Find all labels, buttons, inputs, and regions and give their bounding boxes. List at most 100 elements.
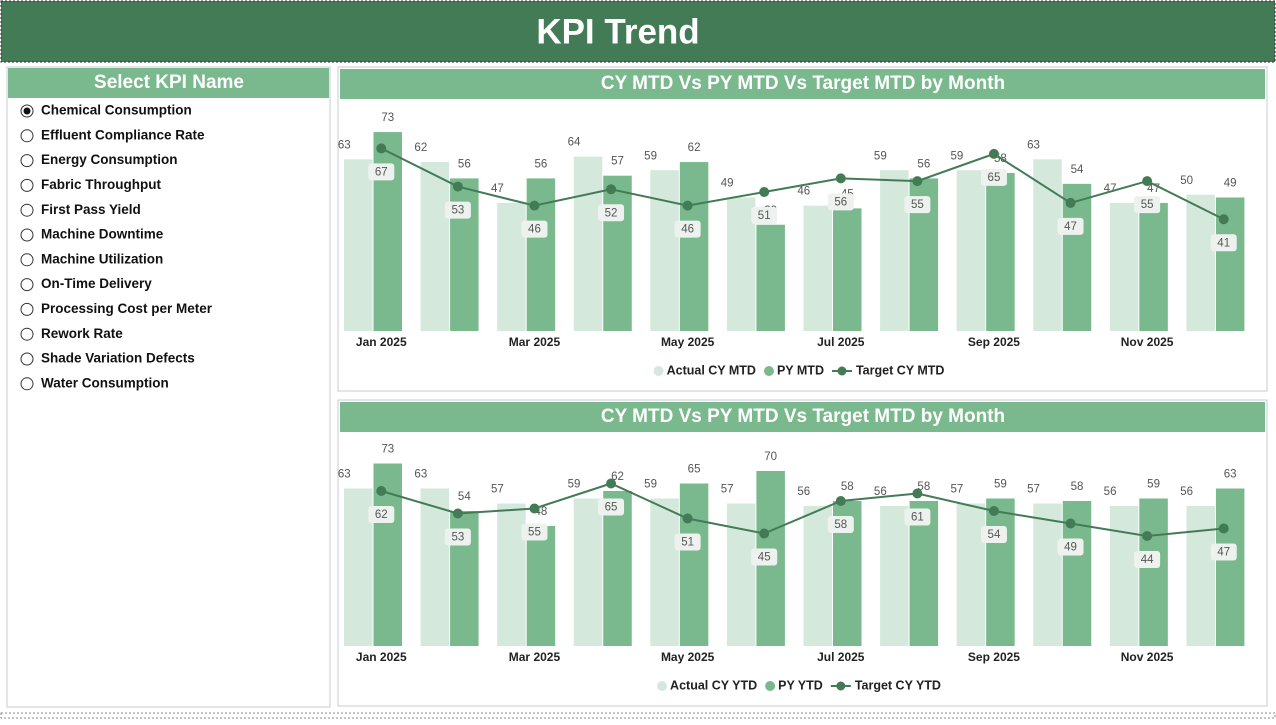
target-value-label: 47 (1217, 547, 1230, 559)
target-value-label: 41 (1217, 237, 1230, 249)
legend-item[interactable]: PY MTD (763, 363, 824, 377)
slicer-options: Chemical Consumption Effluent Compliance … (20, 103, 213, 391)
bar-value-label: 59 (874, 150, 887, 162)
target-value-label: 44 (1141, 554, 1154, 566)
slicer-option-label[interactable]: Machine Utilization (41, 251, 163, 266)
target-point (912, 176, 923, 187)
radio-button[interactable] (20, 302, 34, 316)
slicer-option-label[interactable]: Effluent Compliance Rate (41, 127, 205, 142)
slicer-option-label[interactable]: Fabric Throughput (41, 177, 161, 192)
legend-item[interactable]: Target CY YTD (830, 678, 941, 692)
target-value-label: 46 (528, 224, 541, 236)
target-point (682, 200, 693, 211)
slicer-option[interactable]: Water Consumption (20, 375, 169, 391)
target-point (606, 184, 617, 195)
slicer-option[interactable]: On-Time Delivery (20, 276, 152, 292)
target-point (988, 506, 999, 516)
radio-button[interactable] (20, 203, 34, 217)
legend-marker (765, 681, 776, 691)
target-label-box (598, 204, 625, 222)
slicer-option-label[interactable]: Rework Rate (41, 326, 123, 341)
slicer-option[interactable]: Energy Consumption (20, 152, 178, 168)
radio-button[interactable] (20, 253, 34, 267)
footer-border (0, 712, 1276, 719)
charts: CY MTD Vs PY MTD Vs Target MTD by Month 6… (337, 66, 1268, 707)
target-point (759, 528, 770, 539)
legend-label[interactable]: PY MTD (777, 363, 824, 377)
target-value-label: 55 (911, 199, 924, 211)
bar-value-label: 58 (1071, 481, 1084, 493)
bar-value-label: 62 (688, 142, 701, 154)
slicer-option-label[interactable]: On-Time Delivery (41, 276, 152, 291)
target-label-box (674, 220, 701, 238)
bar (956, 503, 986, 646)
slicer-option-label[interactable]: Shade Variation Defects (41, 351, 195, 366)
legend-label[interactable]: Target CY MTD (856, 363, 944, 377)
chart-title: CY MTD Vs PY MTD Vs Target MTD by Month (601, 73, 1005, 94)
legend-label[interactable]: Target CY YTD (855, 678, 941, 692)
slicer-option-label[interactable]: First Pass Yield (41, 202, 141, 217)
slicer-option[interactable]: Chemical Consumption (20, 103, 192, 118)
legend-item[interactable]: Actual CY YTD (657, 678, 757, 692)
slicer-option-label[interactable]: Processing Cost per Meter (41, 301, 213, 316)
slicer-option-label[interactable]: Machine Downtime (41, 227, 164, 242)
radio-button[interactable] (20, 228, 34, 242)
radio-button[interactable] (20, 327, 34, 341)
bar-value-label: 57 (1027, 484, 1040, 496)
target-value-label: 55 (1141, 199, 1154, 211)
bar (1186, 194, 1215, 331)
slicer-option[interactable]: Rework Rate (20, 326, 123, 341)
bar-value-label: 47 (491, 183, 504, 195)
legend-item[interactable]: Target CY MTD (831, 363, 944, 377)
slicer-option[interactable]: Shade Variation Defects (20, 351, 195, 366)
legend-marker (653, 366, 664, 376)
slicer-option[interactable]: Machine Utilization (20, 251, 163, 267)
slicer-option[interactable]: Fabric Throughput (20, 177, 161, 192)
target-value-label: 53 (451, 205, 464, 217)
bar (420, 488, 450, 646)
bar-value-label: 59 (994, 479, 1007, 491)
slicer-option-label[interactable]: Energy Consumption (41, 152, 178, 167)
bar (880, 170, 909, 331)
x-tick-label: Nov 2025 (1121, 650, 1174, 664)
bar-value-label: 50 (1180, 175, 1193, 187)
bar (450, 178, 479, 331)
bar (573, 156, 603, 331)
bar (603, 175, 632, 331)
bar-value-label: 57 (721, 484, 734, 496)
target-label-box (751, 548, 778, 566)
legend-item[interactable]: PY YTD (765, 678, 823, 692)
bar-value-label: 59 (644, 150, 657, 162)
legend-label[interactable]: Actual CY MTD (667, 363, 756, 377)
legend-label[interactable]: Actual CY YTD (670, 678, 757, 692)
slicer-option-label[interactable]: Water Consumption (41, 375, 169, 390)
legend: Actual CY YTD PY YTD Target CY YTD (657, 678, 941, 692)
target-label-box (904, 508, 931, 526)
slicer-option[interactable]: First Pass Yield (20, 202, 141, 217)
chart-header (340, 69, 1265, 99)
radio-button[interactable] (20, 178, 34, 192)
target-point (1065, 197, 1076, 208)
radio-button[interactable] (20, 278, 34, 292)
slicer-option[interactable]: Machine Downtime (20, 227, 164, 242)
legend-label[interactable]: PY YTD (778, 678, 823, 692)
radio-button[interactable] (20, 129, 34, 143)
chart: CY MTD Vs PY MTD Vs Target MTD by Month 6… (337, 399, 1268, 707)
legend-item[interactable]: Actual CY MTD (653, 363, 756, 377)
slicer-option[interactable]: Effluent Compliance Rate (20, 127, 205, 143)
radio-button[interactable] (20, 377, 34, 391)
bar-value-label: 56 (458, 158, 471, 170)
bar (726, 197, 756, 331)
target-label-box (598, 498, 625, 516)
radio-button[interactable] (20, 154, 34, 168)
slicer-option-label[interactable]: Chemical Consumption (41, 103, 192, 118)
bar (986, 498, 1015, 646)
radio-button[interactable] (20, 352, 34, 366)
bar (526, 526, 556, 646)
target-value-label: 58 (834, 519, 847, 531)
slicer-option[interactable]: Processing Cost per Meter (20, 301, 213, 316)
bar-value-label: 57 (611, 156, 624, 168)
bar-value-label: 57 (951, 484, 964, 496)
target-value-label: 55 (528, 527, 541, 539)
